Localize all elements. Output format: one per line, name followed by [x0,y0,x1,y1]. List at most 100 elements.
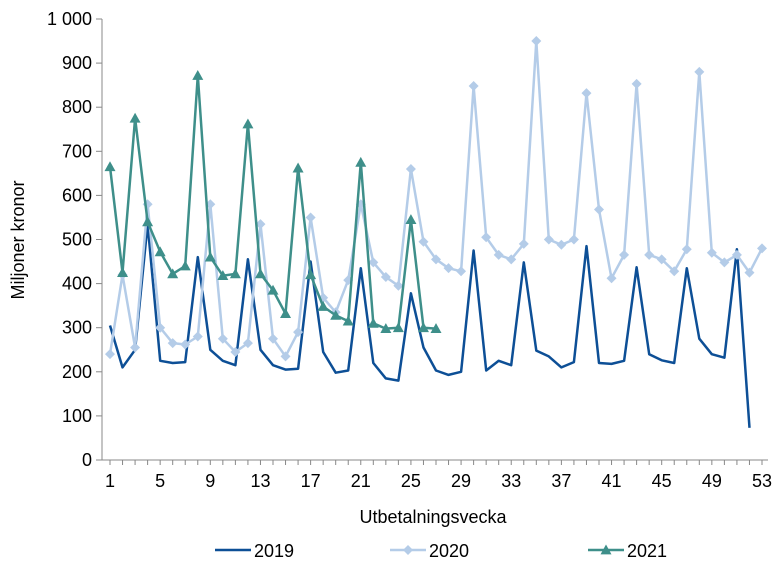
data-point-2021 [154,246,166,257]
data-point-2020 [393,280,404,291]
data-point-2020 [731,249,742,260]
y-tick-label: 100 [62,406,92,426]
data-point-2021 [192,69,204,80]
data-point-2021 [355,156,367,167]
data-point-2020 [681,244,692,255]
y-tick-label: 800 [62,97,92,117]
data-point-2020 [192,331,203,342]
data-point-2021 [254,268,266,279]
data-point-2020 [706,247,717,258]
data-point-2020 [105,349,115,360]
y-tick-label: 500 [62,230,92,250]
data-point-2020 [493,249,504,260]
legend-marker-2021 [600,544,612,555]
x-tick-label: 17 [301,471,321,491]
x-tick-label: 37 [551,471,571,491]
series-2020 [105,36,767,362]
data-point-2020 [744,267,755,278]
data-point-2020 [443,263,454,274]
data-point-2021 [229,268,241,279]
data-point-2021 [167,268,179,279]
data-point-2021 [417,322,429,333]
data-point-2021 [292,162,304,173]
data-point-2021 [104,161,116,172]
series-2021 [104,69,442,333]
data-point-2021 [242,118,254,129]
x-axis: 1 5 9 13 17 21 25 29 33 37 41 45 49 53 [102,459,772,491]
y-tick-label: 700 [62,141,92,161]
data-point-2021 [342,315,354,326]
data-point-2021 [405,214,417,225]
data-point-2021 [330,309,342,320]
x-tick-label: 5 [155,471,165,491]
series-layer [104,36,767,428]
x-tick-label: 53 [752,471,772,491]
data-point-2020 [606,273,617,284]
data-point-2020 [619,249,630,260]
data-point-2021 [367,317,379,328]
data-point-2020 [368,257,379,268]
x-tick-label: 33 [501,471,521,491]
data-point-2020 [230,346,241,357]
data-point-2020 [293,327,304,338]
data-point-2020 [468,81,479,92]
data-point-2021 [142,216,154,227]
data-point-2020 [594,204,604,215]
data-point-2020 [481,232,492,243]
data-point-2021 [317,301,329,311]
x-tick-label: 25 [401,471,421,491]
legend-item-2020: 2020 [390,541,469,561]
x-tick-label: 21 [351,471,371,491]
y-tick-label: 300 [62,318,92,338]
data-point-2020 [456,266,467,277]
data-point-2020 [255,219,266,230]
data-point-2021 [392,322,404,333]
x-tick-label: 13 [250,471,270,491]
y-tick-label: 600 [62,185,92,205]
x-tick-label: 1 [105,471,115,491]
data-point-2020 [581,88,592,99]
data-point-2020 [418,236,429,247]
data-point-2020 [656,254,667,265]
data-point-2020 [431,254,441,265]
data-point-2021 [204,251,216,262]
x-tick-label: 29 [451,471,471,491]
data-point-2020 [644,249,655,260]
data-point-2020 [242,338,253,349]
legend-marker-2020 [403,545,413,555]
data-point-2021 [305,269,317,280]
data-point-2021 [380,323,392,333]
legend-item-2021: 2021 [588,541,667,561]
data-point-2020 [757,243,767,254]
y-tick-label: 400 [62,274,92,294]
data-point-2020 [518,238,529,249]
x-axis-label: Utbetalningsvecka [359,507,507,527]
series-line-2019 [108,222,751,428]
data-point-2020 [130,342,141,353]
y-tick-label: 1 000 [47,9,92,29]
y-tick-label: 200 [62,362,92,382]
x-tick-label: 45 [652,471,672,491]
data-point-2020 [217,333,228,344]
legend: 2019 2020 2021 [215,541,667,561]
data-point-2021 [267,284,279,295]
data-point-2020 [405,163,416,174]
data-point-2020 [380,271,391,282]
data-point-2021 [430,323,442,333]
x-tick-label: 41 [602,471,622,491]
legend-item-2019: 2019 [215,541,294,561]
y-axis-label: Miljoner kronor [8,180,28,299]
data-point-2020 [180,339,191,350]
data-point-2020 [506,254,517,265]
y-tick-label: 900 [62,53,92,73]
data-point-2020 [694,66,705,77]
data-point-2021 [280,308,292,318]
data-point-2021 [117,267,129,277]
x-tick-label: 9 [205,471,215,491]
y-axis: 0 100 200 300 400 500 600 700 800 900 1 000 [47,9,103,470]
data-point-2020 [280,351,291,362]
series-2019 [108,222,751,428]
data-point-2020 [543,234,554,245]
data-point-2020 [305,212,316,223]
